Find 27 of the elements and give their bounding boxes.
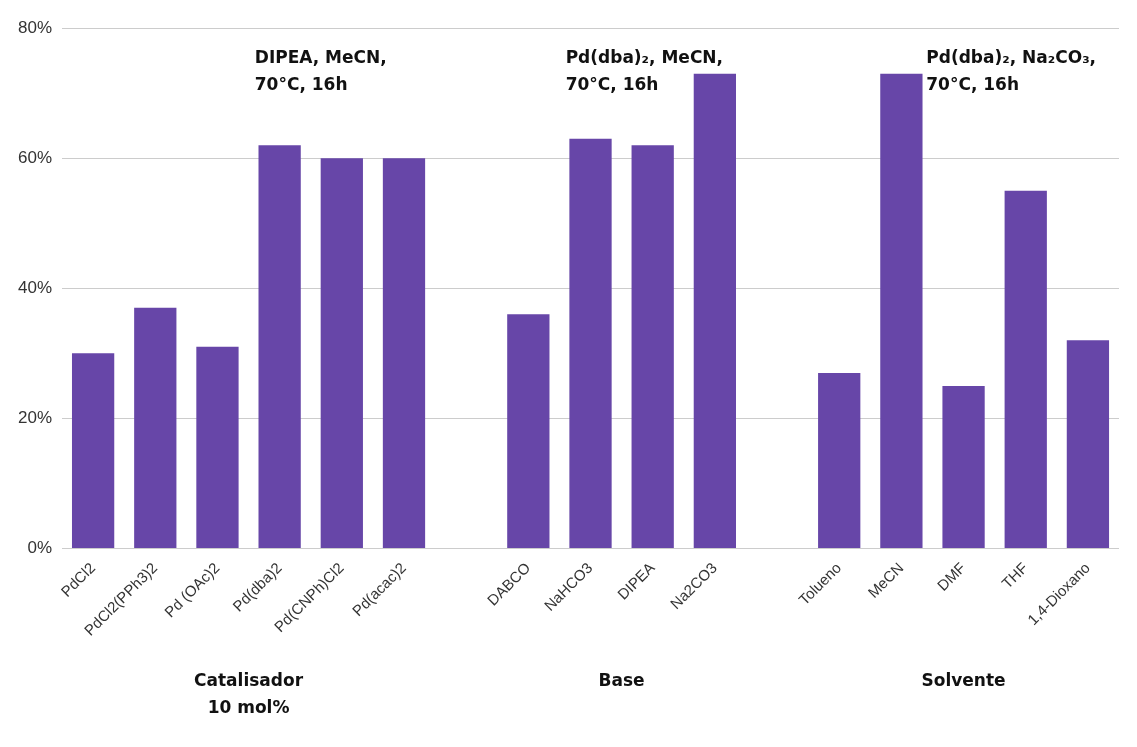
- text: Solvente: [921, 670, 1006, 691]
- y-tick-label: 80%: [17, 17, 53, 37]
- y-tick-label: 20%: [17, 408, 53, 428]
- bar: [818, 372, 861, 548]
- annotation: Pd(dba)₂, MeCN, 70°C, 16h: [565, 47, 724, 95]
- text: Catalisador 10 mol%: [194, 670, 304, 718]
- bar: [631, 145, 674, 548]
- bar: [258, 145, 301, 548]
- bar: [196, 346, 239, 548]
- bar: [134, 307, 177, 548]
- bar: [880, 73, 923, 548]
- bar: [569, 138, 612, 548]
- annotation: DIPEA, MeCN, 70°C, 16h: [254, 47, 387, 95]
- bar: [1066, 340, 1110, 548]
- bar: [1004, 190, 1047, 548]
- bar: [320, 158, 363, 548]
- bar: [71, 353, 115, 548]
- bar: [942, 385, 985, 548]
- x-tick-label: THF: [998, 558, 1031, 592]
- y-tick-label: 60%: [17, 147, 53, 167]
- text: Base: [598, 670, 645, 691]
- bar: [693, 73, 736, 548]
- y-tick-label: 40%: [17, 278, 53, 298]
- annotation: Pd(dba)₂, Na₂CO₃, 70°C, 16h: [926, 47, 1097, 95]
- bar: [382, 158, 426, 548]
- y-tick-label: 0%: [27, 538, 53, 558]
- bar: [507, 314, 550, 548]
